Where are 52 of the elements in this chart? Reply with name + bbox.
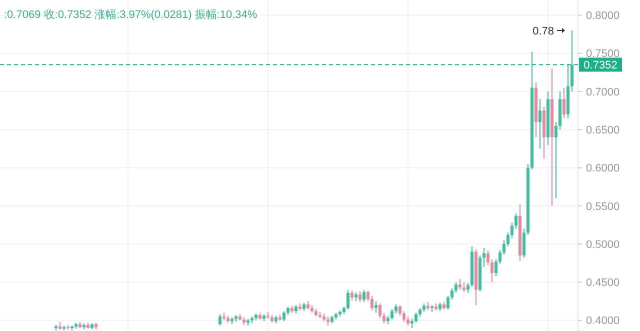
candlestick: [358, 290, 362, 303]
candlestick: [498, 250, 502, 264]
candlestick: [462, 282, 466, 293]
y-tick-label: 0.4000: [586, 315, 620, 328]
candlestick: [490, 258, 494, 283]
candlestick: [370, 295, 374, 311]
candlestick: [458, 278, 462, 290]
candlestick: [394, 304, 398, 314]
y-tick-label: 0.8000: [586, 10, 620, 22]
y-tick-label: 0.4500: [586, 277, 620, 290]
candlestick: [502, 240, 506, 256]
candlestick: [482, 247, 486, 268]
annotation: 0.78: [532, 25, 554, 38]
candlestick: [466, 282, 470, 294]
candlestick: [486, 250, 490, 266]
candlestick: [454, 282, 458, 294]
candlestick: [374, 300, 378, 314]
candlestick: [406, 316, 410, 326]
candlestick: [398, 304, 402, 316]
candlestick: [350, 290, 354, 301]
candlestick: [506, 232, 510, 247]
candlestick: [554, 122, 558, 199]
candlestick: [494, 258, 498, 277]
candlestick: [402, 310, 406, 322]
candlestick: [390, 308, 394, 320]
y-tick-label: 0.7000: [586, 86, 620, 98]
y-tick-label: 0.5500: [586, 200, 620, 213]
candlestick: [366, 290, 370, 302]
candlestick: [538, 98, 542, 150]
candlestick: [346, 289, 350, 310]
candlestick: [522, 228, 526, 258]
candlestick: [510, 222, 514, 238]
candlestick: [562, 87, 566, 119]
candlestick: [410, 318, 414, 328]
candlestick: [414, 312, 418, 324]
candlestick: [450, 288, 454, 300]
y-tick-label: 0.6500: [586, 124, 620, 137]
y-tick-label: 0.7500: [586, 48, 620, 60]
y-tick-label: 0.5000: [586, 238, 620, 251]
candlestick: [218, 314, 222, 326]
candlestick: [378, 303, 382, 319]
ref-line-label: 0.7352: [584, 60, 618, 72]
candlestick: [326, 316, 330, 326]
candlestick: [570, 30, 574, 92]
text: :0.7069 收:0.7352 涨幅:3.97%(0.0281) 振幅:10.34%: [4, 9, 258, 21]
candlestick: [514, 213, 518, 230]
candlestick: [362, 289, 366, 303]
y-tick-label: 0.6000: [586, 162, 620, 175]
candlestick: [446, 295, 450, 310]
candlestick: [382, 312, 386, 324]
candlestick: [354, 292, 358, 302]
candlestick: [282, 310, 286, 322]
